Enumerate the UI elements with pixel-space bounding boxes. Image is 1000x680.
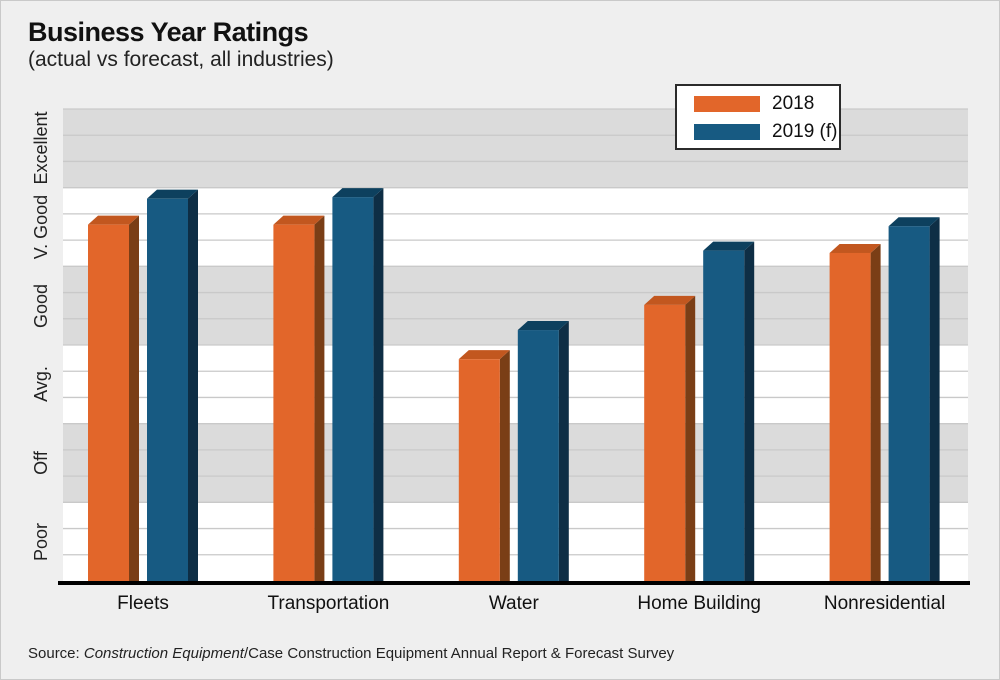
bar-top-2019 (f)-transportation	[332, 188, 384, 198]
legend: 2018 2019 (f)	[675, 84, 841, 150]
bar-top-2018-transportation	[273, 215, 325, 225]
x-axis-line	[58, 581, 970, 585]
bar-2019 (f)-nonresidential	[888, 226, 930, 582]
bar-top-2018-fleets	[88, 215, 139, 225]
chart-title: Business Year Ratings	[28, 17, 309, 47]
x-tick-nonresidential: Nonresidential	[823, 593, 946, 614]
plot-band	[63, 345, 968, 424]
bar-side-2018-home-building	[685, 295, 696, 581]
bar-2019 (f)-transportation	[332, 197, 374, 581]
legend-swatch-2018	[694, 95, 760, 112]
x-tick-transportation: Transportation	[267, 593, 390, 614]
bar-2019 (f)-water	[517, 330, 559, 581]
bar-2018-nonresidential	[829, 252, 871, 581]
chart-subtitle: (actual vs forecast, all industries)	[28, 48, 334, 71]
bar-2018-water	[458, 359, 500, 581]
plot-band	[63, 187, 968, 267]
legend-item-2019f: 2019 (f)	[694, 121, 838, 142]
bar-2018-home-building	[644, 304, 686, 581]
bar-top-2018-water	[458, 350, 510, 360]
bar-2018-transportation	[273, 224, 315, 581]
bar-top-2018-nonresidential	[829, 243, 881, 253]
source-prefix: Source:	[28, 645, 84, 662]
bar-side-2019 (f)-water	[558, 321, 569, 581]
plot-band	[63, 266, 968, 345]
bar-2019 (f)-home-building	[703, 250, 745, 581]
legend-label-2018: 2018	[772, 93, 815, 114]
bar-side-2018-water	[499, 350, 510, 581]
bar-side-2018-nonresidential	[870, 243, 881, 581]
bar-top-2019 (f)-fleets	[147, 189, 198, 199]
plot-band	[63, 502, 968, 581]
bar-2019 (f)-fleets	[147, 198, 188, 581]
bar-side-2019 (f)-transportation	[373, 188, 384, 581]
source-publication: Construction Equipment	[83, 645, 244, 662]
plot-band	[63, 423, 968, 503]
bar-side-2019 (f)-fleets	[188, 189, 198, 581]
bar-side-2019 (f)-home-building	[744, 241, 755, 581]
x-tick-water: Water	[488, 593, 539, 614]
bar-top-2019 (f)-home-building	[703, 241, 755, 251]
bar-top-2018-home-building	[644, 295, 696, 305]
bar-side-2019 (f)-nonresidential	[929, 217, 940, 582]
bar-top-2019 (f)-nonresidential	[888, 217, 940, 227]
x-tick-home-building: Home Building	[637, 593, 761, 614]
bar-top-2019 (f)-water	[517, 321, 569, 331]
legend-swatch-2019f	[694, 123, 760, 140]
bar-side-2018-transportation	[314, 215, 325, 581]
source-note: Source: Construction Equipment/Case Cons…	[28, 645, 674, 662]
bar-2018-fleets	[88, 224, 129, 581]
bar-side-2018-fleets	[129, 215, 139, 581]
legend-item-2018: 2018	[694, 93, 815, 114]
y-tick-excellent: Excellent	[31, 111, 51, 185]
source-rest: /Case Construction Equipment Annual Repo…	[243, 645, 675, 662]
legend-label-2019f: 2019 (f)	[772, 121, 838, 142]
x-tick-fleets: Fleets	[117, 593, 169, 614]
